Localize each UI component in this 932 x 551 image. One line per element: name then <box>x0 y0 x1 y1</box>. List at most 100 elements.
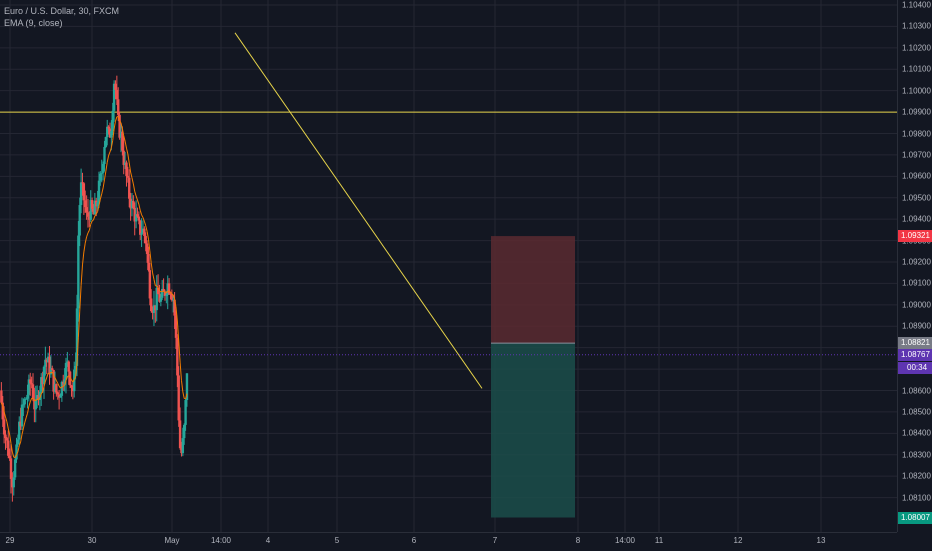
ema-segment <box>142 215 143 218</box>
candle[interactable] <box>51 366 53 371</box>
ema-segment <box>139 204 140 210</box>
ema-segment <box>81 265 82 285</box>
ema-segment <box>107 156 108 163</box>
candle-body <box>145 236 147 243</box>
candle[interactable] <box>0 382 2 404</box>
ema-segment <box>12 452 13 457</box>
x-tick-label: 6 <box>412 536 416 545</box>
price-chart[interactable] <box>0 0 897 532</box>
y-tick-label: 1.09200 <box>902 258 931 267</box>
x-tick-label: 5 <box>335 536 339 545</box>
candle-body <box>6 438 8 440</box>
ema-segment <box>80 285 81 311</box>
candle-body <box>147 254 149 270</box>
ema-segment <box>87 233 88 237</box>
y-tick-label: 1.09900 <box>902 108 931 117</box>
ema-segment <box>151 263 152 273</box>
ema-segment <box>183 392 184 399</box>
candle-body <box>55 384 57 392</box>
candle-body <box>17 439 19 444</box>
candle-body <box>107 127 109 129</box>
y-tick-label: 1.10400 <box>902 1 931 10</box>
candle-body <box>139 221 141 235</box>
ema-segment <box>58 383 59 386</box>
ema-segment <box>45 378 46 382</box>
candle[interactable] <box>157 274 159 294</box>
ema-segment <box>84 243 85 252</box>
y-tick-label: 1.08900 <box>902 322 931 331</box>
candle[interactable] <box>105 137 107 148</box>
candle[interactable] <box>55 383 57 396</box>
candle[interactable] <box>24 397 26 408</box>
candle-body <box>68 362 70 372</box>
ema-segment <box>169 291 170 292</box>
y-tick-label: 1.09000 <box>902 300 931 309</box>
symbol-legend[interactable]: Euro / U.S. Dollar, 30, FXCM <box>4 6 119 16</box>
candle[interactable] <box>35 386 37 422</box>
x-tick-label: 14:00 <box>211 536 231 545</box>
ema-segment <box>168 291 169 292</box>
ema-segment <box>179 341 180 363</box>
candle[interactable] <box>102 161 104 180</box>
take-profit-zone[interactable] <box>491 343 575 517</box>
y-tick-label: 1.08100 <box>902 493 931 502</box>
ema-segment <box>85 237 86 243</box>
y-tick-label: 1.08600 <box>902 386 931 395</box>
candle[interactable] <box>83 182 85 215</box>
y-tick-label: 1.09500 <box>902 193 931 202</box>
candle[interactable] <box>139 220 141 240</box>
y-tick-label: 1.08200 <box>902 472 931 481</box>
candle[interactable] <box>21 398 23 430</box>
x-tick-label: 7 <box>493 536 497 545</box>
bar-countdown-tag: 00:34 <box>898 362 932 374</box>
descending-trendline[interactable] <box>235 33 482 389</box>
x-tick-label: 11 <box>655 536 663 545</box>
ema-segment <box>161 291 162 292</box>
y-tick-label: 1.09400 <box>902 215 931 224</box>
candle[interactable] <box>32 373 34 401</box>
candle[interactable] <box>48 346 50 385</box>
y-tick-label: 1.10000 <box>902 86 931 95</box>
candle-body <box>149 270 151 298</box>
ema-segment <box>88 230 89 233</box>
candle-body <box>128 178 130 199</box>
candle[interactable] <box>125 161 127 187</box>
ema-segment <box>140 210 141 215</box>
chart-area[interactable]: Euro / U.S. Dollar, 30, FXCM EMA (9, clo… <box>0 0 897 532</box>
ema-segment <box>146 226 147 232</box>
candle[interactable] <box>156 275 158 321</box>
candle[interactable] <box>168 278 170 295</box>
ema-segment <box>30 398 31 401</box>
candle-body <box>59 396 61 398</box>
candle-body <box>117 99 119 115</box>
stop-loss-zone[interactable] <box>491 236 575 343</box>
candle-body <box>171 294 173 300</box>
candle[interactable] <box>77 221 79 322</box>
x-tick-label: 4 <box>266 536 270 545</box>
candle-body <box>30 383 32 384</box>
candle-body <box>14 459 16 477</box>
candle[interactable] <box>162 278 164 291</box>
candle-body <box>57 392 59 394</box>
y-tick-label: 1.09800 <box>902 129 931 138</box>
y-tick-label: 1.08400 <box>902 429 931 438</box>
stop-price-tag: 1.09321 <box>898 230 932 242</box>
candle-body <box>21 405 23 427</box>
candle-body <box>80 182 82 205</box>
candle[interactable] <box>136 208 138 218</box>
y-tick-label: 1.10300 <box>902 22 931 31</box>
candle-body <box>87 212 89 216</box>
candle-body <box>160 298 162 302</box>
candle-body <box>85 207 87 212</box>
candle[interactable] <box>87 199 89 228</box>
ema-segment <box>25 418 26 423</box>
candle[interactable] <box>7 430 9 458</box>
candle-body <box>132 201 134 208</box>
indicator-legend[interactable]: EMA (9, close) <box>4 18 63 28</box>
candle[interactable] <box>65 358 67 394</box>
candle-body <box>79 205 81 235</box>
candle-body <box>32 384 34 399</box>
candle-body <box>138 217 140 221</box>
